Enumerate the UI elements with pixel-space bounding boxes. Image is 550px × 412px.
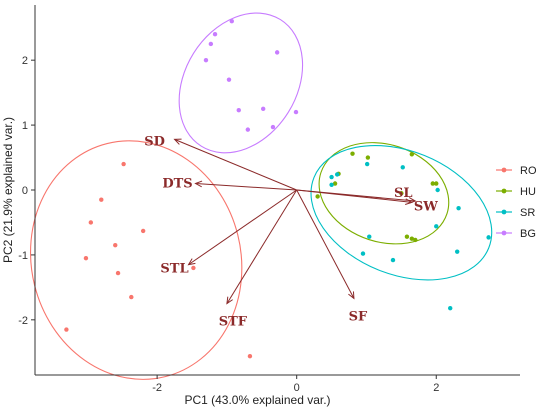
point-hu: [409, 236, 415, 241]
point-bg: [212, 32, 218, 37]
point-bg: [260, 106, 266, 112]
point-sr: [448, 305, 453, 311]
point-bg: [293, 109, 299, 115]
point-hu: [409, 152, 415, 157]
group-points: [64, 19, 491, 359]
point-bg: [270, 124, 276, 130]
point-sr: [435, 187, 440, 193]
legend-label-ro: RO: [520, 165, 537, 177]
point-sr: [390, 257, 396, 263]
vector-stl: [188, 189, 297, 266]
point-bg: [226, 77, 232, 82]
point-sr: [364, 161, 370, 167]
vector-sf: [296, 189, 355, 299]
legend: RO HU SR BG: [496, 165, 537, 240]
group-ellipses: [29, 12, 493, 380]
vector-arrowhead-stf: [226, 296, 233, 305]
ellipse-hu: [318, 142, 450, 245]
point-ro: [83, 255, 89, 261]
point-hu: [404, 234, 410, 239]
point-hu: [399, 191, 404, 196]
point-ro: [64, 327, 69, 332]
vector-label-sf: SF: [349, 309, 368, 324]
point-hu: [365, 155, 371, 160]
legend-label-hu: HU: [520, 186, 536, 198]
point-hu: [350, 151, 355, 156]
point-sr: [334, 172, 340, 177]
vector-dts: [195, 183, 297, 191]
point-sr: [400, 165, 405, 170]
point-bg: [229, 19, 234, 24]
legend-swatch-point-ro: [501, 167, 507, 173]
ellipse-ro: [29, 140, 243, 380]
ellipse-sr: [310, 144, 493, 281]
legend-label-bg: BG: [520, 228, 536, 240]
y-tick-label: 0: [22, 185, 28, 197]
point-hu: [413, 237, 418, 243]
point-hu: [315, 194, 320, 199]
point-sr: [329, 182, 334, 188]
point-sr: [360, 251, 366, 256]
point-sr: [434, 224, 439, 229]
vector-label-dts: DTS: [162, 177, 192, 192]
y-tick-label: -2: [18, 315, 28, 327]
axes: -2 0 2 -2 -1 0 1 2: [18, 5, 520, 394]
y-tick-label: -1: [18, 250, 28, 262]
vector-arrowhead-sw: [405, 198, 414, 205]
point-ro: [113, 242, 118, 248]
point-sr: [329, 174, 334, 180]
point-hu: [332, 181, 338, 186]
point-ro: [99, 197, 104, 202]
point-sr: [454, 249, 460, 254]
point-sr: [486, 235, 491, 240]
vector-arrowhead-sd: [173, 138, 182, 145]
legend-swatch-point-sr: [501, 209, 507, 215]
point-bg: [208, 41, 214, 47]
vector-arrowhead-sf: [348, 291, 355, 300]
y-tick-label: 2: [22, 55, 28, 67]
y-tick-label: 1: [22, 120, 28, 132]
point-ro: [115, 270, 121, 276]
y-axis-label: PC2 (21.9% explained var.): [1, 117, 15, 263]
point-bg: [236, 107, 241, 113]
vector-label-stf: STF: [219, 315, 248, 330]
point-ro: [129, 294, 134, 300]
vector-arrowhead-stl: [187, 258, 196, 266]
vector-label-stl: STL: [160, 262, 188, 277]
vector-label-sd: SD: [144, 134, 165, 149]
vector-sw: [296, 189, 412, 203]
point-hu: [430, 181, 435, 186]
point-ro: [140, 228, 146, 234]
x-tick-label: 0: [294, 382, 300, 394]
point-sr: [367, 234, 372, 239]
legend-label-sr: SR: [520, 207, 535, 219]
point-bg: [274, 50, 280, 55]
point-bg: [203, 57, 209, 63]
vector-stf: [226, 189, 298, 304]
ellipse-bg: [178, 12, 304, 154]
vector-label-sw: SW: [414, 199, 438, 214]
point-ro: [88, 220, 94, 225]
point-sr: [456, 205, 461, 211]
vector-arrowhead-dts: [194, 180, 203, 188]
point-ro: [191, 265, 196, 271]
x-tick-label: 2: [433, 382, 439, 394]
x-tick-label: -2: [152, 382, 162, 394]
x-axis-label: PC1 (43.0% explained var.): [184, 393, 330, 407]
point-hu: [434, 181, 439, 186]
vector-label-sl: SL: [394, 186, 413, 201]
point-ro: [247, 353, 253, 359]
vector-sd: [174, 138, 297, 191]
legend-swatch-point-bg: [501, 230, 507, 236]
point-bg: [245, 127, 251, 132]
point-ro: [121, 161, 126, 167]
legend-swatch-point-hu: [501, 188, 507, 194]
